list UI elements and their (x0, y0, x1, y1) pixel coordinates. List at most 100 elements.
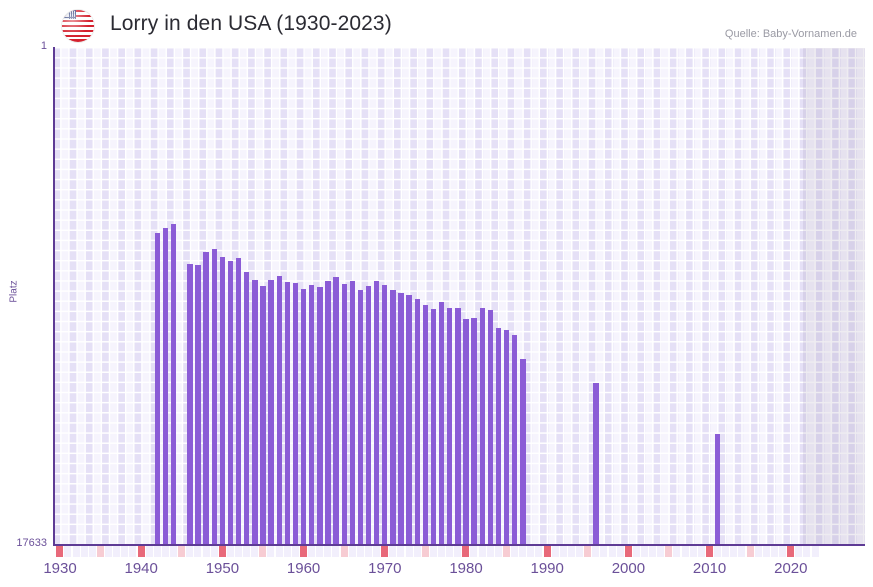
y-axis-bottom-label: 17633 (16, 537, 47, 549)
year-marker (234, 546, 242, 557)
year-marker (161, 546, 169, 557)
bar (187, 264, 193, 545)
bar (430, 309, 437, 545)
year-marker (746, 546, 754, 557)
year-marker (811, 546, 819, 557)
x-axis-tick-label: 1940 (124, 560, 158, 577)
year-marker (178, 546, 186, 557)
year-marker (738, 546, 746, 557)
year-marker (64, 546, 72, 557)
x-axis-tick-label: 2000 (611, 560, 646, 577)
year-marker (72, 546, 80, 557)
bar (211, 248, 217, 545)
bar (284, 281, 291, 545)
bar (479, 308, 485, 545)
bar (341, 283, 347, 545)
year-marker (421, 546, 429, 557)
year-marker (600, 546, 608, 557)
bar (349, 280, 355, 545)
bar (235, 257, 242, 545)
year-marker (632, 546, 640, 557)
bar (398, 293, 404, 545)
bar (438, 302, 445, 545)
page-title: Lorry in den USA (1930-2023) (110, 12, 392, 35)
year-marker (324, 546, 332, 557)
bar (447, 307, 453, 545)
year-marker (267, 546, 275, 557)
bar (495, 327, 502, 545)
year-marker (113, 546, 121, 557)
bar (195, 265, 201, 545)
year-marker (373, 546, 381, 557)
year-marker (332, 546, 340, 557)
year-marker (673, 546, 681, 557)
year-marker (80, 546, 88, 557)
y-axis-title: Platz (8, 280, 20, 303)
bar (203, 252, 209, 545)
x-axis-line (53, 544, 865, 546)
year-marker (340, 546, 348, 557)
bar (325, 280, 331, 545)
year-marker (389, 546, 397, 557)
bar (252, 279, 258, 545)
year-marker (616, 546, 624, 557)
year-marker (129, 546, 137, 557)
year-marker (665, 546, 673, 557)
year-marker (316, 546, 324, 557)
year-marker (429, 546, 437, 557)
x-axis-tick-label: 1980 (449, 560, 483, 577)
year-marker (657, 546, 665, 557)
year-marker (803, 546, 811, 557)
year-marker (486, 546, 494, 557)
bar (593, 383, 599, 545)
year-marker (145, 546, 153, 557)
year-marker (624, 546, 632, 557)
year-marker (470, 546, 478, 557)
bar (512, 334, 518, 545)
x-axis-tick-label: 1970 (368, 560, 402, 577)
bar (373, 280, 380, 545)
year-marker (730, 546, 738, 557)
year-marker (478, 546, 486, 557)
year-marker (137, 546, 145, 557)
year-marker (649, 546, 657, 557)
bar (219, 256, 226, 545)
bar (154, 232, 161, 545)
year-marker (714, 546, 722, 557)
year-marker (576, 546, 584, 557)
y-axis-top-label: 1 (40, 40, 47, 52)
year-marker (722, 546, 730, 557)
year-marker (502, 546, 510, 557)
year-marker (535, 546, 543, 557)
year-marker (446, 546, 454, 557)
year-marker (243, 546, 251, 557)
year-marker (779, 546, 787, 557)
bar (414, 298, 420, 545)
bar (276, 275, 282, 545)
bar (503, 330, 510, 545)
year-marker (559, 546, 567, 557)
year-marker (56, 546, 64, 557)
year-marker (462, 546, 470, 557)
bar (463, 319, 469, 545)
year-marker (454, 546, 462, 557)
year-marker (170, 546, 178, 557)
bar (268, 280, 274, 545)
year-marker (105, 546, 113, 557)
year-marker (437, 546, 445, 557)
bar (471, 318, 477, 545)
bar (300, 289, 307, 545)
year-marker (413, 546, 421, 557)
source-attribution: Quelle: Baby-Vornamen.de (724, 28, 857, 40)
x-axis-tick-label: 2020 (774, 560, 808, 577)
x-axis-tick-label: 2010 (692, 560, 727, 577)
y-axis-line (53, 47, 55, 546)
year-marker (608, 546, 616, 557)
year-marker (551, 546, 559, 557)
year-marker (283, 546, 291, 557)
year-marker (153, 546, 161, 557)
year-marker (88, 546, 96, 557)
year-marker (202, 546, 210, 557)
year-marker (381, 546, 389, 557)
year-marker (689, 546, 697, 557)
